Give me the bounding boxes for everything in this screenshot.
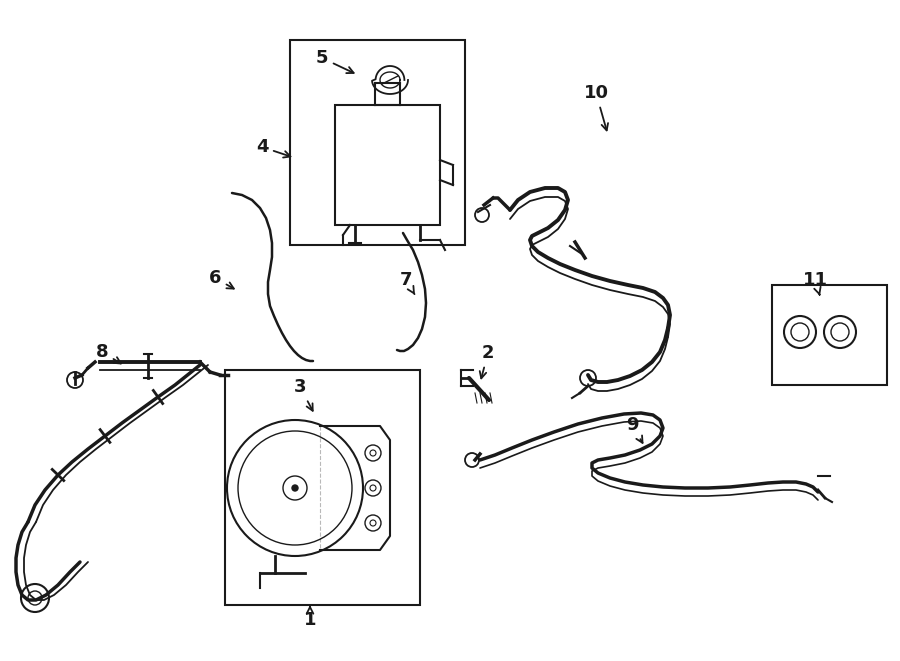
Text: 9: 9 (626, 416, 643, 443)
Bar (772, 285, 887, 385)
Bar (335, 105, 440, 225)
Text: 4: 4 (256, 138, 291, 157)
Text: 3: 3 (293, 378, 312, 410)
Text: 8: 8 (95, 343, 121, 364)
Circle shape (292, 485, 298, 491)
Text: 5: 5 (316, 49, 354, 73)
Text: 11: 11 (803, 271, 827, 295)
Text: 7: 7 (400, 271, 415, 294)
Bar (225, 370, 420, 605)
Text: 1: 1 (304, 605, 316, 629)
Text: 10: 10 (583, 84, 608, 130)
Text: 2: 2 (480, 344, 494, 378)
Text: 6: 6 (209, 269, 234, 289)
Bar (290, 40, 465, 245)
